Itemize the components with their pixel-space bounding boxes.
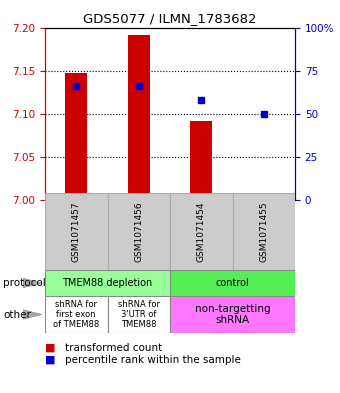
- Bar: [190, 121, 212, 200]
- Bar: [233, 193, 295, 270]
- Bar: [170, 193, 233, 270]
- Bar: [45, 193, 107, 270]
- Text: other: other: [3, 310, 31, 320]
- Bar: [45, 270, 170, 296]
- Text: GSM1071455: GSM1071455: [259, 201, 268, 262]
- Bar: [128, 35, 150, 200]
- Polygon shape: [23, 310, 41, 319]
- Text: ■: ■: [45, 343, 59, 353]
- Bar: [253, 197, 275, 200]
- Title: GDS5077 / ILMN_1783682: GDS5077 / ILMN_1783682: [83, 13, 257, 26]
- Text: transformed count: transformed count: [65, 343, 163, 353]
- Text: ■: ■: [45, 355, 59, 365]
- Bar: [107, 296, 170, 333]
- Text: TMEM88 depletion: TMEM88 depletion: [62, 278, 153, 288]
- Bar: [170, 270, 295, 296]
- Text: GSM1071456: GSM1071456: [134, 201, 143, 262]
- Bar: [170, 296, 295, 333]
- Bar: [45, 296, 107, 333]
- Text: GSM1071457: GSM1071457: [72, 201, 81, 262]
- Text: GSM1071454: GSM1071454: [197, 201, 206, 262]
- Text: percentile rank within the sample: percentile rank within the sample: [65, 355, 241, 365]
- Text: protocol: protocol: [3, 278, 46, 288]
- Bar: [107, 193, 170, 270]
- Polygon shape: [23, 278, 41, 288]
- Text: shRNA for
first exon
of TMEM88: shRNA for first exon of TMEM88: [53, 299, 99, 329]
- Text: control: control: [216, 278, 249, 288]
- Bar: [65, 73, 87, 200]
- Text: non-targetting
shRNA: non-targetting shRNA: [195, 304, 270, 325]
- Text: shRNA for
3'UTR of
TMEM88: shRNA for 3'UTR of TMEM88: [118, 299, 160, 329]
